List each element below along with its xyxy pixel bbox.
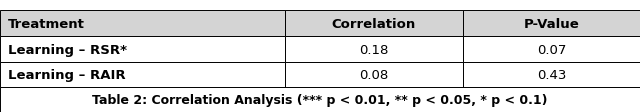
Text: 0.43: 0.43 <box>537 68 566 81</box>
FancyBboxPatch shape <box>463 37 640 62</box>
Text: Treatment: Treatment <box>8 17 84 30</box>
FancyBboxPatch shape <box>0 87 640 112</box>
Text: Learning – RAIR: Learning – RAIR <box>8 68 125 81</box>
FancyBboxPatch shape <box>285 62 463 87</box>
FancyBboxPatch shape <box>463 11 640 37</box>
FancyBboxPatch shape <box>463 62 640 87</box>
FancyBboxPatch shape <box>0 11 285 37</box>
Text: Correlation: Correlation <box>332 17 416 30</box>
Text: 0.08: 0.08 <box>359 68 388 81</box>
FancyBboxPatch shape <box>0 37 285 62</box>
Text: Learning – RSR*: Learning – RSR* <box>8 43 127 56</box>
FancyBboxPatch shape <box>285 11 463 37</box>
Text: P-Value: P-Value <box>524 17 579 30</box>
Text: Table 2: Correlation Analysis (*** p < 0.01, ** p < 0.05, * p < 0.1): Table 2: Correlation Analysis (*** p < 0… <box>92 93 548 106</box>
Text: 0.07: 0.07 <box>537 43 566 56</box>
FancyBboxPatch shape <box>285 37 463 62</box>
FancyBboxPatch shape <box>0 62 285 87</box>
Text: 0.18: 0.18 <box>359 43 388 56</box>
